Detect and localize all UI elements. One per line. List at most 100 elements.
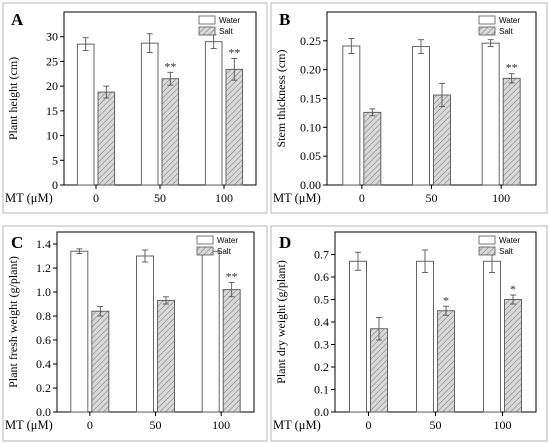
- y-tick-label: 0.1: [314, 383, 329, 397]
- bar-water: [416, 260, 434, 413]
- y-tick-label: 0.2: [36, 381, 51, 395]
- x-tick-label: 100: [494, 418, 512, 432]
- bar-water: [412, 46, 430, 186]
- y-tick-label: 0.2: [314, 360, 329, 374]
- significance-label: *: [443, 293, 449, 307]
- y-tick-label: 30: [46, 30, 58, 44]
- legend-swatch-water: [198, 15, 216, 25]
- y-tick-label: 0.6: [36, 333, 51, 347]
- y-tick-label: 1.4: [36, 237, 51, 251]
- bar-salt: [363, 111, 382, 186]
- y-tick-label: 0.15: [300, 92, 321, 106]
- x-axis-title: MT (μM): [5, 418, 53, 432]
- x-tick-label: 0: [93, 191, 99, 205]
- y-tick-label: 25: [46, 54, 58, 68]
- legend-label: Salt: [499, 247, 514, 256]
- legend-swatch-water: [478, 235, 496, 245]
- bar-water: [204, 41, 223, 186]
- bar-salt: [161, 78, 180, 186]
- bar-salt: [370, 328, 388, 413]
- panel-frame: [2, 225, 268, 442]
- x-tick-label: 50: [426, 191, 438, 205]
- bar-salt: [504, 299, 522, 413]
- panel-letter: C: [11, 233, 23, 252]
- panel-d: 0.0 0.1 0.2 0.3 0.4 0.5 0.6 0.7 Plant dry weight…: [270, 225, 548, 442]
- bar-water: [349, 260, 367, 413]
- x-axis-title: MT (μM): [273, 191, 321, 205]
- y-tick-label: 0.4: [314, 315, 329, 329]
- x-tick-label: 100: [492, 191, 510, 205]
- y-tick-label: 15: [46, 104, 58, 118]
- y-tick-label: 0.8: [36, 309, 51, 323]
- significance-label: **: [506, 61, 518, 75]
- y-tick-label: 0.0: [36, 405, 51, 419]
- x-tick-label: 0: [87, 418, 93, 432]
- panel-b: 0.00 0.05 0.10 0.15 0.20 0.25 Stem thickness (…: [270, 2, 548, 214]
- panel-letter: B: [279, 10, 290, 29]
- y-tick-label: 1.0: [36, 285, 51, 299]
- y-tick-label: 0.00: [300, 178, 321, 192]
- y-tick-label: 5: [52, 153, 58, 167]
- bar-water: [483, 260, 501, 413]
- legend-swatch-water: [196, 235, 214, 245]
- legend-label: Salt: [217, 247, 232, 256]
- x-tick-label: 100: [215, 191, 233, 205]
- bar-water: [342, 45, 361, 186]
- y-tick-label: 0: [52, 178, 58, 192]
- bar-salt: [91, 310, 110, 413]
- y-tick-label: 0.5: [314, 293, 329, 307]
- legend-swatch-salt: [196, 246, 214, 256]
- bar-salt: [225, 68, 244, 186]
- y-axis-label: Stem thickness (cm): [274, 50, 288, 148]
- bar-water: [481, 42, 500, 186]
- bar-salt: [157, 299, 175, 413]
- legend-label: Water: [219, 16, 240, 25]
- legend-swatch-water: [478, 15, 496, 25]
- y-tick-label: 0.3: [314, 338, 329, 352]
- panel-letter: A: [11, 10, 24, 29]
- panel-frame: [2, 2, 268, 214]
- bar-salt: [222, 289, 241, 413]
- bar-salt: [437, 310, 455, 413]
- x-tick-label: 50: [150, 418, 162, 432]
- panel-frame: [270, 225, 548, 442]
- y-tick-label: 0.7: [314, 248, 329, 262]
- panel-frame: [270, 2, 548, 214]
- y-tick-label: 0.25: [300, 34, 321, 48]
- legend-label: Water: [499, 16, 520, 25]
- legend-swatch-salt: [478, 26, 496, 36]
- bar-salt: [97, 91, 116, 186]
- y-axis-label: Plant height (cm): [6, 57, 20, 140]
- y-axis-label: Plant dry weight (g/plant): [274, 260, 288, 384]
- y-tick-label: 0.10: [300, 120, 321, 134]
- legend-label: Water: [217, 236, 238, 245]
- x-tick-label: 50: [430, 418, 442, 432]
- significance-label: **: [164, 59, 176, 73]
- legend-label: Water: [499, 236, 520, 245]
- bar-salt: [433, 94, 451, 186]
- bar-water: [76, 43, 95, 186]
- x-axis-title: MT (μM): [273, 418, 321, 432]
- y-tick-label: 0.05: [300, 149, 321, 163]
- x-axis-title: MT (μM): [5, 191, 53, 205]
- y-tick-label: 10: [46, 129, 58, 143]
- legend-label: Salt: [219, 27, 234, 36]
- y-tick-label: 0.4: [36, 357, 51, 371]
- y-tick-label: 0.6: [314, 270, 329, 284]
- legend-label: Salt: [499, 27, 514, 36]
- x-tick-label: 50: [154, 191, 166, 205]
- y-tick-label: 20: [46, 79, 58, 93]
- bar-water: [201, 250, 220, 413]
- significance-label: *: [510, 282, 516, 296]
- significance-label: **: [228, 45, 240, 59]
- x-tick-label: 0: [359, 191, 365, 205]
- bar-water: [136, 255, 154, 413]
- panel-c: 0.0 0.2 0.4 0.6 0.8 1.0 1.2 1.4 Plant fresh weig…: [2, 225, 268, 442]
- y-tick-label: 0.0: [314, 405, 329, 419]
- legend-swatch-salt: [198, 26, 216, 36]
- panel-a: 0 5 10 15 20 25 30 Plant height (cm) A 0 ** 50 ** 100…: [2, 2, 268, 214]
- y-axis-label: Plant fresh weight (g/plant): [6, 256, 20, 388]
- bar-water: [140, 42, 159, 186]
- y-tick-label: 1.2: [36, 261, 51, 275]
- x-tick-label: 100: [212, 418, 230, 432]
